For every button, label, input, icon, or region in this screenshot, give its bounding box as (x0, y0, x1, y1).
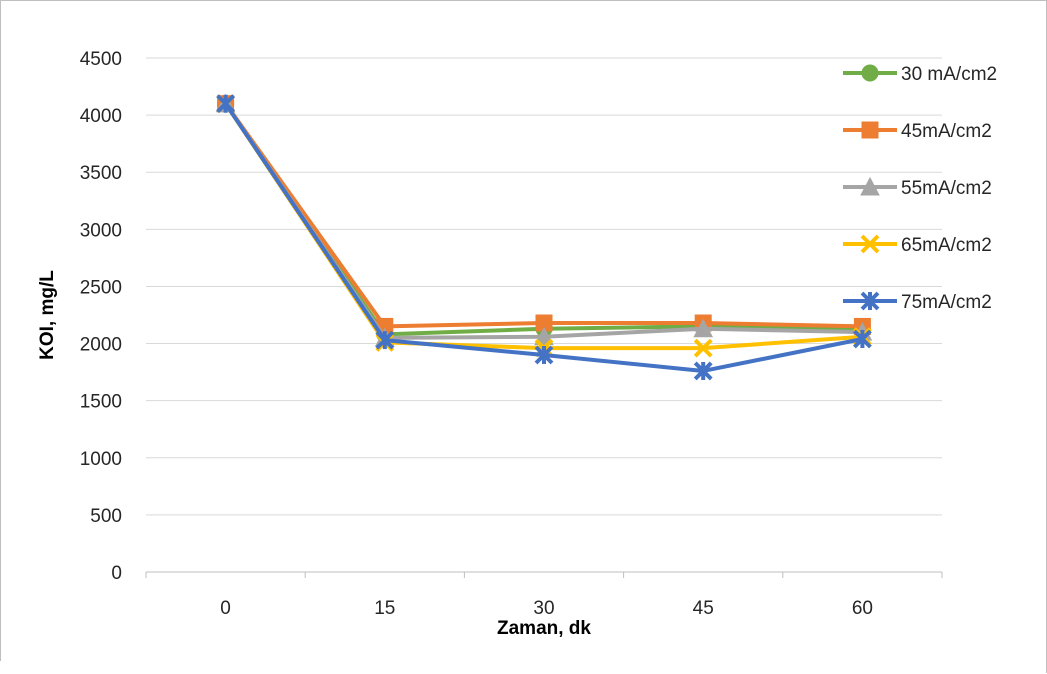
gridlines (146, 57, 942, 516)
y-tick-label: 500 (90, 506, 122, 527)
y-tick-label: 1500 (80, 392, 122, 413)
marker-triangle (860, 176, 880, 196)
series-line (223, 102, 863, 340)
marker-circle (861, 64, 879, 82)
series-3 (215, 93, 873, 347)
series-line (223, 102, 863, 351)
legend-entry: 65mA/cm2 (843, 234, 992, 256)
y-tick-label: 4000 (80, 106, 122, 127)
legend-label: 45mA/cm2 (901, 121, 992, 142)
marker-star (693, 361, 713, 381)
y-tick-label: 3000 (80, 220, 122, 241)
series-line (223, 102, 863, 329)
y-tick-label: 4500 (80, 49, 122, 70)
series-5 (216, 94, 872, 381)
series-lines (215, 93, 873, 381)
legend: 30 mA/cm2 45mA/cm2 55mA/cm2 65mA/cm2 75mA/cm… (843, 64, 997, 313)
x-tick-label: 0 (220, 598, 231, 619)
legend-entry: 30 mA/cm2 (843, 64, 997, 85)
marker-triangle (693, 318, 714, 338)
series-2 (217, 95, 871, 335)
tick-labels: 0 500 1000 1500 2000 2500 3000 3500 4000 4500 0 15 3… (80, 49, 873, 619)
marker-star (375, 330, 395, 350)
x-axis-title: Zaman, dk (497, 618, 591, 639)
y-tick-label: 3500 (80, 163, 122, 184)
marker-triangle (534, 326, 554, 346)
y-tick-label: 0 (111, 563, 122, 584)
legend-entry: 55mA/cm2 (843, 176, 992, 199)
legend-entry: 75mA/cm2 (843, 291, 992, 313)
legend-label: 65mA/cm2 (901, 235, 992, 256)
marker-x (693, 338, 713, 358)
marker-x (860, 234, 880, 254)
x-tick-label: 15 (374, 598, 395, 619)
series-line (223, 102, 863, 337)
x-tick-label: 30 (533, 598, 554, 619)
legend-label: 75mA/cm2 (901, 292, 992, 313)
legend-label: 30 mA/cm2 (901, 64, 997, 85)
marker-star (852, 329, 872, 349)
legend-label: 55mA/cm2 (901, 178, 992, 199)
y-tick-label: 2500 (80, 277, 122, 298)
marker-star (534, 345, 554, 365)
marker-star (860, 291, 880, 311)
x-tick-label: 60 (852, 598, 873, 619)
marker-square (861, 121, 879, 139)
legend-entry: 45mA/cm2 (843, 121, 992, 142)
axes (145, 571, 943, 578)
y-tick-label: 1000 (80, 449, 122, 470)
series-1 (217, 95, 871, 343)
marker-star (216, 94, 236, 114)
x-tick-label: 45 (693, 598, 714, 619)
y-tick-label: 2000 (80, 335, 122, 356)
y-axis-title: KOI, mg/L (37, 270, 58, 360)
